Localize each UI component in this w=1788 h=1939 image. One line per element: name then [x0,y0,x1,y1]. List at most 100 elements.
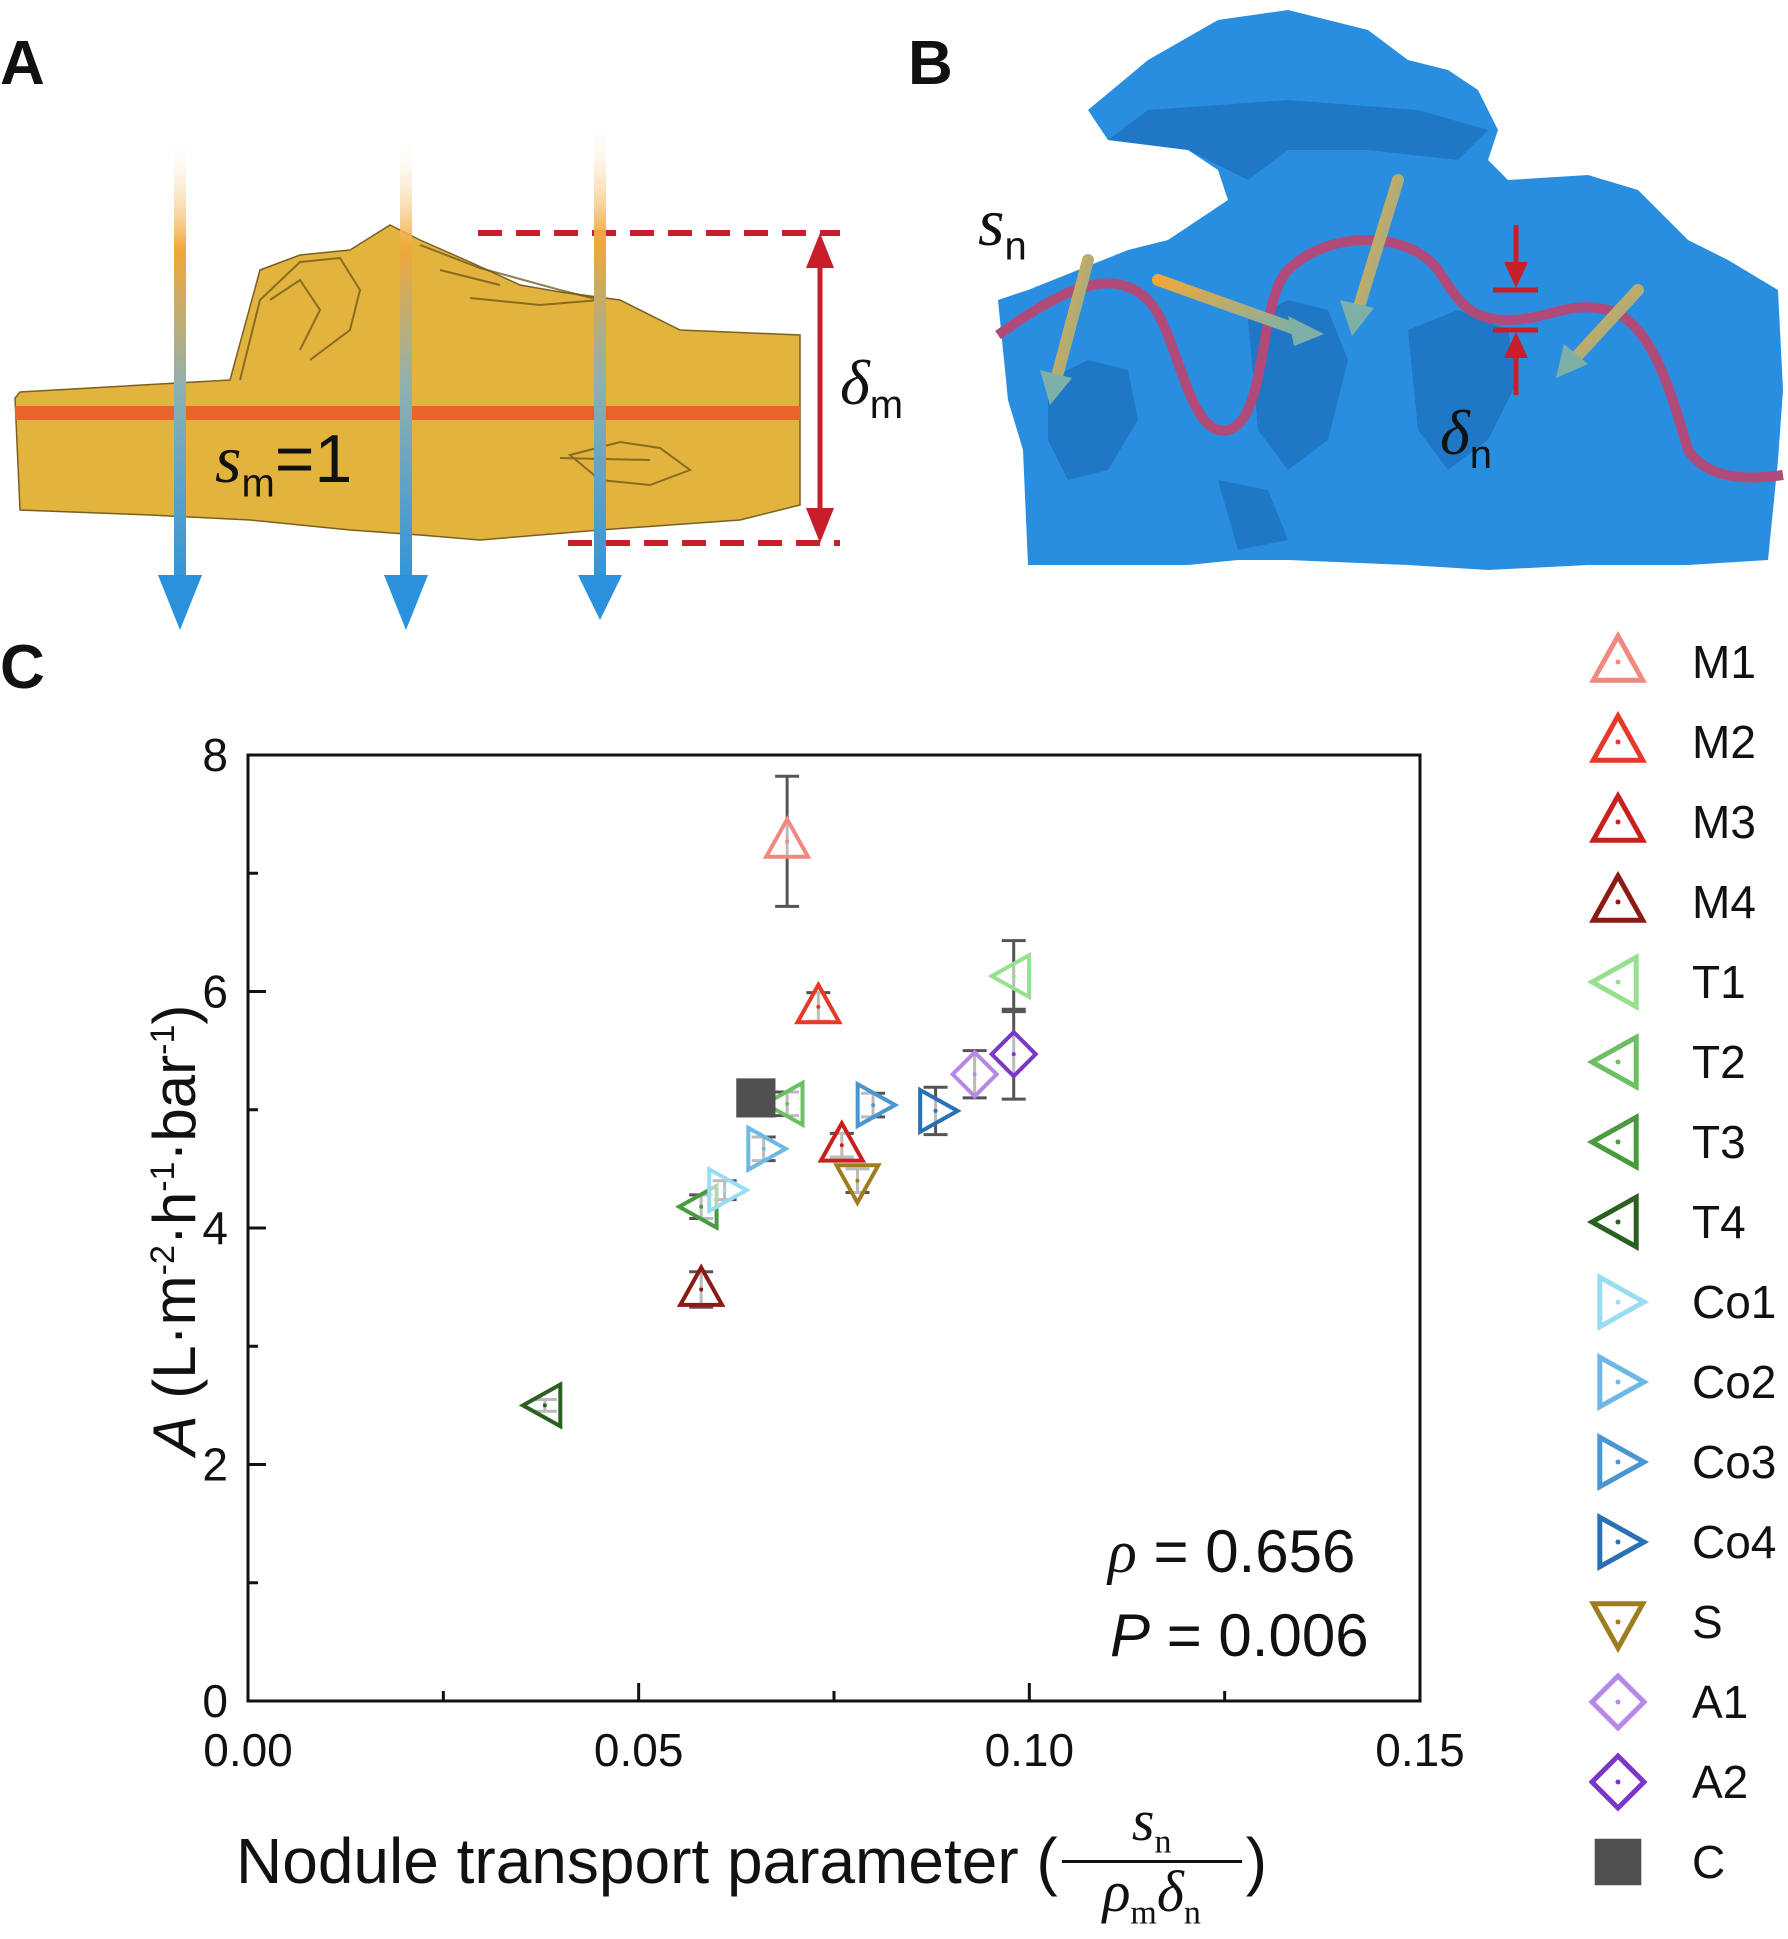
legend-marker-center-t1 [1615,979,1621,985]
data-point-co3 [855,1080,900,1130]
legend-label-m4: M4 [1692,876,1756,928]
data-point-t2 [761,1079,805,1129]
data-point-m4 [676,1263,726,1307]
data-point-center-co2 [761,1146,766,1151]
p-stat: P = 0.006 [1110,1602,1369,1669]
legend-label-co2: Co2 [1692,1356,1776,1408]
data-point-center-s [855,1178,860,1183]
y-axis-label: A (L·m-2·h-1·bar-1) [141,1004,208,1456]
legend-marker-co1 [1597,1273,1650,1331]
legend-label-t3: T3 [1692,1116,1746,1168]
x-axis-label: Nodule transport parameter ( sn ρmδn ) [236,1788,1268,1932]
data-point-co2 [746,1124,790,1174]
x-tick-label: 0.00 [203,1724,293,1776]
legend-marker-co3 [1597,1433,1650,1491]
transport-arrows-a [158,120,622,630]
data-point-center-m2 [816,1004,821,1009]
data-point-center-t4 [542,1403,547,1408]
legend-marker-center-t3 [1615,1139,1621,1145]
data-point-center-a2 [1011,1052,1016,1057]
legend-marker-center-co4 [1615,1539,1621,1545]
data-point-center-co3 [871,1103,876,1108]
data-point-co1 [707,1165,751,1215]
legend-label-s: S [1692,1596,1723,1648]
legend-marker-m2 [1589,710,1647,763]
legend-label-co1: Co1 [1692,1276,1776,1328]
fraction-denominator: ρmδn [1102,1858,1201,1932]
fraction-numerator: sn [1131,1788,1172,1861]
legend-marker-center-co2 [1615,1379,1621,1385]
data-point-m2 [794,980,843,1025]
data-point-center-m4 [699,1287,704,1292]
legend-marker-s [1589,1601,1647,1654]
legend-marker-m3 [1589,790,1647,843]
data-point-center-t3 [699,1204,704,1209]
legend-marker-co4 [1597,1513,1650,1571]
data-point-m3 [817,1119,867,1163]
legend-marker-center-m3 [1615,819,1621,825]
legend-marker-center-m1 [1615,659,1621,665]
legend-label-t2: T2 [1692,1036,1746,1088]
legend-marker-center-co1 [1615,1299,1621,1305]
legend-marker-co2 [1597,1353,1650,1411]
delta-m-label: δm [840,347,904,427]
polymer-shading [1048,100,1518,550]
data-point-s [833,1163,882,1207]
data-point-t1 [987,951,1032,1001]
y-tick-label: 6 [202,966,228,1018]
data-point-center-m3 [839,1143,844,1148]
thickness-arrowhead-bottom [806,508,834,543]
data-point-center-co1 [722,1188,727,1193]
legend-marker-center-a1 [1615,1699,1621,1705]
fraction-bar [1061,1859,1242,1863]
legend-label-co4: Co4 [1692,1516,1776,1568]
y-tick-label: 8 [202,729,228,781]
thickness-arrowhead-top [806,233,834,268]
x-tick-label: 0.10 [985,1724,1075,1776]
legend-marker-t2 [1586,1033,1639,1091]
legend-label-m2: M2 [1692,716,1756,768]
data-point-center-co4 [933,1108,938,1113]
legend-marker-t3 [1586,1113,1639,1171]
data-point-c [736,1078,776,1118]
transport-arrows-b [1050,174,1644,386]
legend-marker-center-s [1615,1619,1621,1625]
s-n-label: sn [978,184,1027,269]
legend-marker-t1 [1586,953,1639,1011]
data-point-t4 [518,1381,563,1430]
legend-marker-center-t4 [1615,1219,1621,1225]
delta-n-indicator [1493,225,1538,395]
data-point-co4 [918,1086,962,1136]
x-tick-label: 0.15 [1375,1724,1465,1776]
legend-marker-center-m2 [1615,739,1621,745]
data-point-center-t2 [785,1101,790,1106]
y-tick-label: 4 [202,1202,228,1254]
panel-a-letter: A [0,29,45,98]
panel-b-illustration [995,10,1784,570]
rho-stat: ρ = 0.656 [1108,1518,1356,1585]
legend-marker-center-co3 [1615,1459,1621,1465]
legend-marker-center-t2 [1615,1059,1621,1065]
data-point-m1 [762,815,812,859]
legend-marker-m1 [1589,630,1647,683]
legend-marker-center-m4 [1615,899,1621,905]
y-tick-label: 2 [202,1439,228,1491]
transport-path [995,235,1784,483]
panel-a-illustration [14,120,840,630]
legend-marker-c [1594,1838,1642,1886]
legend-label-co3: Co3 [1692,1436,1776,1488]
legend-marker-t4 [1586,1193,1639,1251]
data-point-center-t1 [1011,974,1016,979]
data-point-center-a1 [972,1072,977,1077]
data-point-center-m1 [785,839,790,844]
x-axis-fraction: sn ρmδn [1061,1788,1242,1932]
legend-label-m3: M3 [1692,796,1756,848]
transport-arrowheads-b [1040,300,1588,405]
legend-marker-m4 [1589,870,1647,923]
s-m-label: sm=1 [215,421,353,506]
y-tick-label: 0 [202,1675,228,1727]
delta-n-label: δn [1440,397,1492,477]
legend-label-a2: A2 [1692,1756,1748,1808]
x-tick-label: 0.05 [594,1724,684,1776]
